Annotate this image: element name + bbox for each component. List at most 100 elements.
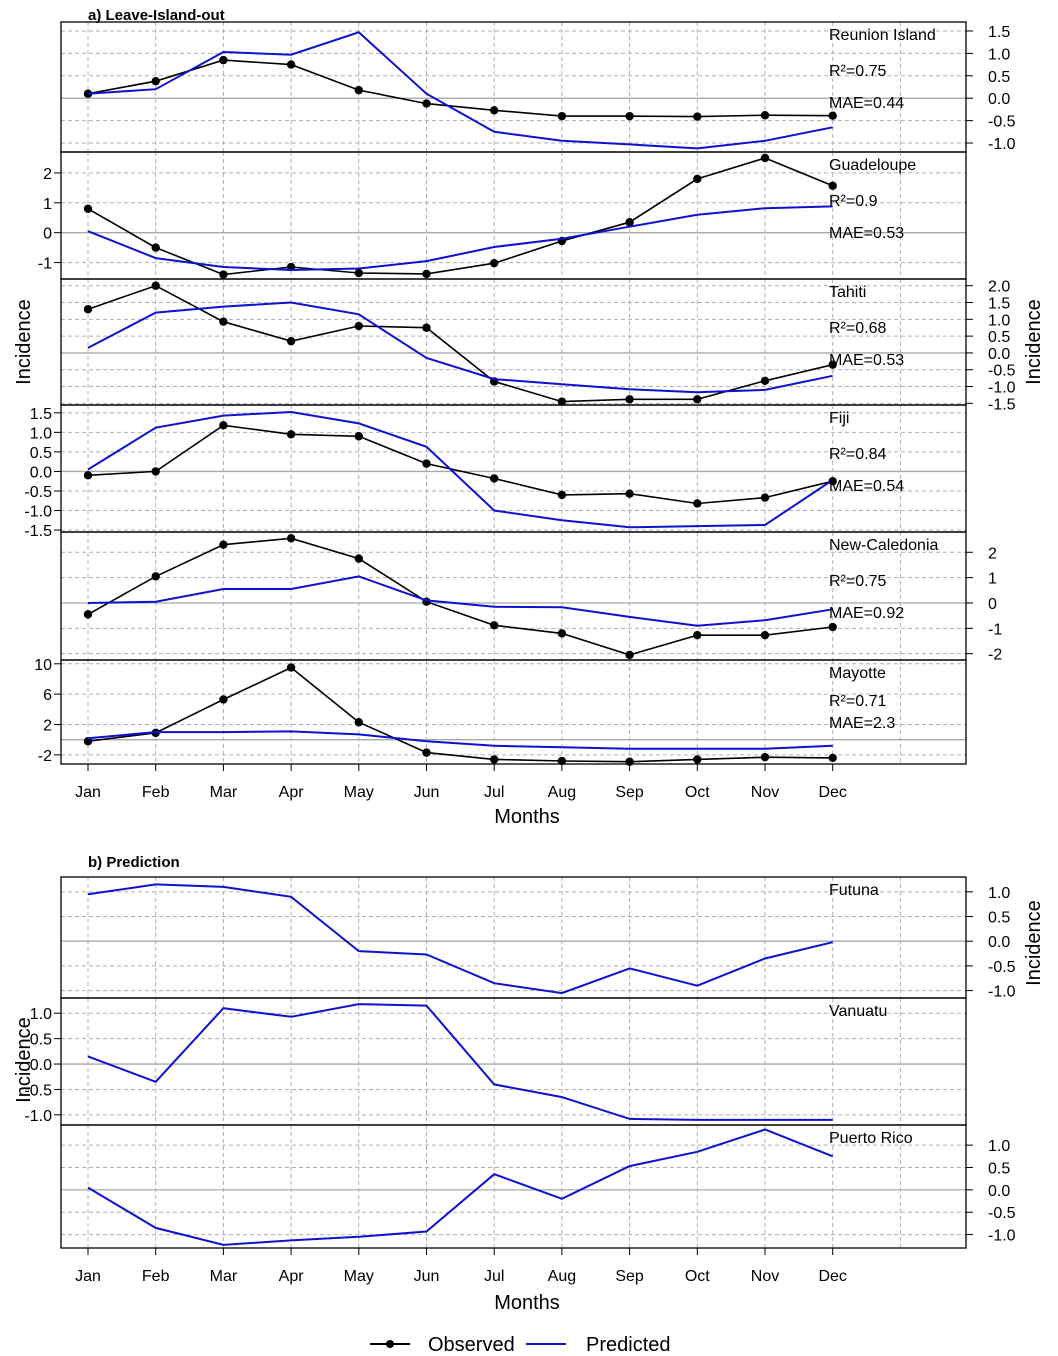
panel-mae: MAE=0.54 [829, 478, 904, 495]
ytick-label: 1.0 [988, 885, 1010, 902]
panel-vanuatu: -1.0 -0.5 0.0 0.5 1.0 Vanuatu [24, 997, 967, 1126]
panel-tahiti: -1.5-1.0-0.50.00.51.01.52.0 Tahiti R²=0.68… [60, 278, 1016, 413]
ytick-label: 1.0 [988, 1138, 1010, 1155]
panel-new-caledonia: -2 -1 0 1 2 New-Caledonia R²=0.75 MAE=0.92 [60, 531, 1002, 664]
ytick-label: 1.0 [988, 312, 1010, 329]
ytick-label: -1.0 [988, 1228, 1016, 1245]
ytick-label: 1 [43, 196, 52, 213]
observed-point [760, 111, 770, 120]
observed-point [693, 630, 702, 640]
observed-line-reunion [87, 59, 833, 118]
observed-point [219, 270, 228, 279]
observed-point [422, 323, 431, 332]
ytick-label: 2 [988, 545, 997, 562]
panel-futuna: -1.0 -0.5 0.0 0.5 1.0 Futuna [60, 876, 1016, 1001]
observed-point [557, 629, 567, 638]
panel-guadeloupe: -1 0 1 2 Guadeloupe R²=0.9 MAE=0.53 [38, 151, 967, 280]
observed-point [828, 622, 837, 632]
observed-point [557, 111, 567, 121]
observed-point [151, 281, 160, 290]
observed-point [490, 258, 499, 268]
x-axis-b: Jan Feb Mar Apr May Jun Jul Aug Sep Oct Nov Dec [75, 1248, 847, 1285]
predicted-line-futuna [87, 883, 833, 995]
predicted-line-reunion [87, 31, 833, 150]
ytick-label: -1.5 [988, 396, 1016, 413]
observed-point [219, 421, 228, 430]
observed-point [760, 630, 770, 640]
observed-point [422, 459, 431, 468]
xtick-label: Jan [75, 1268, 101, 1285]
ytick-label: 2 [43, 166, 52, 183]
observed-point [693, 112, 702, 121]
observed-point [422, 269, 431, 279]
observed-point [828, 360, 837, 369]
ytick-label: 1.5 [30, 406, 52, 423]
observed-point [83, 471, 93, 480]
observed-point [83, 204, 93, 213]
observed-line-mayotte [87, 666, 833, 763]
observed-point [625, 650, 634, 660]
ytick-label: -1.0 [988, 984, 1016, 1001]
predicted-line-mayotte [87, 730, 833, 750]
xtick-label: Jun [414, 784, 440, 801]
observed-point [219, 540, 228, 549]
ytick-label: 0.0 [988, 91, 1010, 108]
observed-point [422, 748, 431, 757]
panel-frame [60, 659, 967, 765]
xtick-label: Oct [685, 784, 710, 801]
observed-point [354, 718, 363, 727]
ytick-label: 1 [988, 571, 997, 588]
observed-point [490, 755, 499, 764]
panel-mayotte: -2 2 6 10 Mayotte R²=0.71 MAE=2.3 [34, 657, 967, 766]
ytick-label: 0.5 [988, 329, 1010, 346]
observed-point [286, 534, 296, 543]
panel-r2: R²=0.75 [829, 573, 886, 590]
ytick-label: -0.5 [988, 114, 1016, 131]
section-a-ylabel-right: Incidence [1023, 299, 1045, 385]
ytick-label: 2 [43, 718, 52, 735]
ytick-label: 0.5 [988, 910, 1010, 927]
observed-point [760, 493, 770, 502]
xtick-label: Sep [615, 784, 644, 801]
ytick-label: 1.5 [988, 296, 1010, 313]
panel-mae: MAE=0.92 [829, 605, 904, 622]
xtick-label: Apr [279, 784, 305, 801]
observed-point [693, 499, 702, 508]
observed-point [760, 153, 770, 163]
observed-point [83, 305, 93, 314]
observed-point [83, 610, 93, 619]
observed-point [151, 467, 160, 476]
ytick-label: 0 [988, 596, 997, 613]
ytick-label: -1 [988, 621, 1002, 638]
ytick-label: -0.5 [24, 484, 52, 501]
observed-point [354, 432, 363, 441]
observed-point [557, 756, 567, 766]
observed-point [422, 99, 431, 108]
ytick-label: 0.0 [30, 464, 52, 481]
observed-point [151, 572, 160, 581]
xtick-label: May [344, 784, 374, 801]
ytick-label: -1.0 [24, 504, 52, 521]
section-b-ylabel-right: Incidence [1023, 900, 1045, 986]
ytick-label: -0.5 [988, 1205, 1016, 1222]
observed-point [625, 218, 634, 227]
predicted-line-new-caledonia [87, 575, 833, 627]
ytick-label: -0.5 [988, 959, 1016, 976]
ytick-label: -1.0 [24, 1108, 52, 1125]
ytick-label: 1.0 [30, 425, 52, 442]
panel-title: Vanuatu [829, 1003, 887, 1020]
ytick-label: 0.0 [988, 934, 1010, 951]
legend-observed-label: Observed [428, 1334, 515, 1356]
observed-point [693, 755, 702, 764]
section-a-ylabel-left: Incidence [13, 299, 35, 385]
section-a-title: a) Leave-Island-out [88, 7, 225, 24]
panel-title: Guadeloupe [829, 157, 916, 174]
panel-r2: R²=0.68 [829, 320, 886, 337]
ytick-label: -1.0 [988, 380, 1016, 397]
xtick-label: Sep [615, 1268, 644, 1285]
observed-point [760, 752, 770, 762]
panel-r2: R²=0.9 [829, 193, 878, 210]
observed-point [83, 737, 93, 746]
panel-fiji: -1.5 -1.0 -0.5 0.0 0.5 1.0 1.5 Fiji R²=0.84 MAE=0… [24, 404, 967, 540]
panel-title: Mayotte [829, 665, 886, 682]
